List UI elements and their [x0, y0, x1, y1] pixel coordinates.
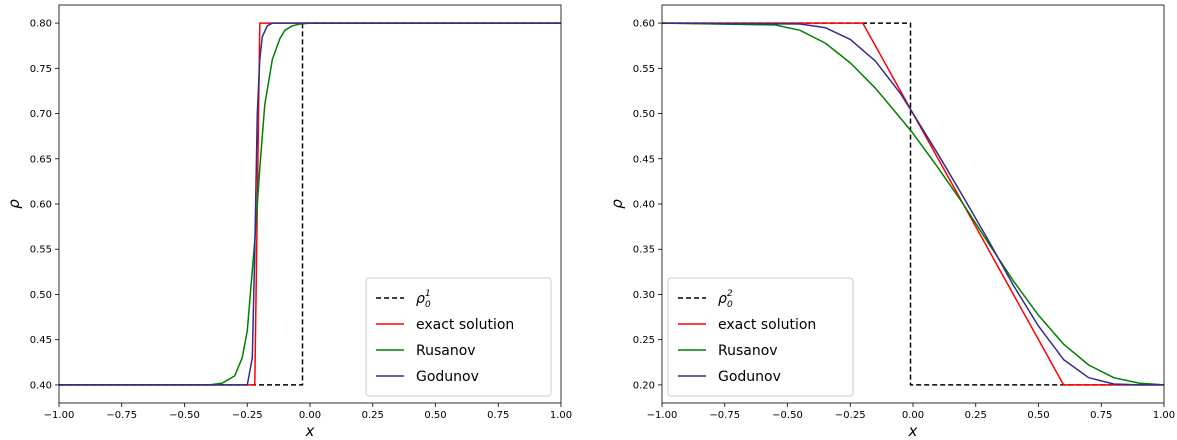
x-tick-label: −0.25	[232, 410, 263, 421]
x-tick-label: −1.00	[44, 410, 75, 421]
y-tick-label: 0.30	[633, 290, 655, 301]
y-tick-label: 0.25	[633, 335, 655, 346]
y-tick-label: 0.65	[30, 154, 52, 165]
x-axis-label: x	[908, 422, 918, 440]
legend-label: exact solution	[416, 317, 514, 333]
x-axis-label: x	[305, 422, 315, 440]
left-chart-panel: −1.00 −0.75 −0.50 −0.25 0.00 0.25 0.50 0.75 1.00…	[5, 4, 572, 440]
x-tick-label: −0.50	[169, 410, 200, 421]
y-tick-label: 0.40	[30, 380, 52, 391]
legend-label-subscript: 0	[727, 300, 733, 310]
y-tick-label: 0.55	[30, 245, 52, 256]
y-tick-label: 0.45	[30, 335, 52, 346]
x-tick-label: −0.75	[106, 410, 137, 421]
x-tick-label: 0.50	[1027, 410, 1049, 421]
legend-label-superscript: 2	[727, 289, 733, 299]
legend-label: Godunov	[718, 369, 781, 385]
legend-label: ρ	[416, 291, 425, 307]
legend-label: Godunov	[416, 369, 479, 385]
x-tick-label: 1.00	[550, 410, 572, 421]
y-tick-label: 0.20	[633, 380, 655, 391]
x-tick-label: −0.75	[709, 410, 740, 421]
y-tick-label: 0.35	[633, 245, 655, 256]
x-tick-label: 0.25	[965, 410, 987, 421]
y-tick-label: 0.70	[30, 109, 52, 120]
legend-label: exact solution	[718, 317, 816, 333]
right-chart-panel: −1.00 −0.75 −0.50 −0.25 0.00 0.25 0.50 0.75 1.00…	[608, 4, 1175, 440]
y-tick-label: 0.50	[30, 290, 52, 301]
legend-label-superscript: 1	[425, 289, 431, 299]
series-line-godunov	[662, 22, 1164, 386]
y-tick-label: 0.40	[633, 200, 655, 211]
x-tick-label: 0.25	[362, 410, 384, 421]
x-tick-label: 1.00	[1153, 410, 1175, 421]
y-tick-label: 0.50	[633, 109, 655, 120]
x-tick-label: −0.50	[772, 410, 803, 421]
y-tick-label: 0.60	[30, 200, 52, 211]
legend-label: ρ	[718, 291, 727, 307]
x-tick-label: 0.75	[1090, 410, 1112, 421]
series-group	[662, 22, 1164, 386]
x-tick-label: 0.00	[902, 410, 924, 421]
legend-box	[667, 277, 854, 397]
y-tick-label: 0.55	[633, 64, 655, 75]
y-tick-label: 0.75	[30, 64, 52, 75]
y-axis-label: ρ	[5, 199, 23, 209]
x-tick-label: 0.75	[487, 410, 509, 421]
y-tick-label: 0.80	[30, 19, 52, 30]
x-tick-label: −0.25	[835, 410, 866, 421]
y-axis-label: ρ	[608, 199, 626, 209]
y-tick-label: 0.45	[633, 154, 655, 165]
legend-box	[365, 277, 552, 397]
x-tick-label: −1.00	[647, 410, 678, 421]
legend-label: Rusanov	[718, 343, 778, 359]
x-tick-label: 0.00	[299, 410, 321, 421]
x-tick-label: 0.50	[424, 410, 446, 421]
series-group	[59, 22, 561, 386]
series-line-rusanov	[59, 22, 561, 386]
series-line-rusanov	[662, 22, 1164, 386]
legend-label-subscript: 0	[425, 300, 431, 310]
legend-label: Rusanov	[416, 343, 476, 359]
y-tick-label: 0.60	[633, 19, 655, 30]
series-line-godunov	[59, 22, 561, 386]
